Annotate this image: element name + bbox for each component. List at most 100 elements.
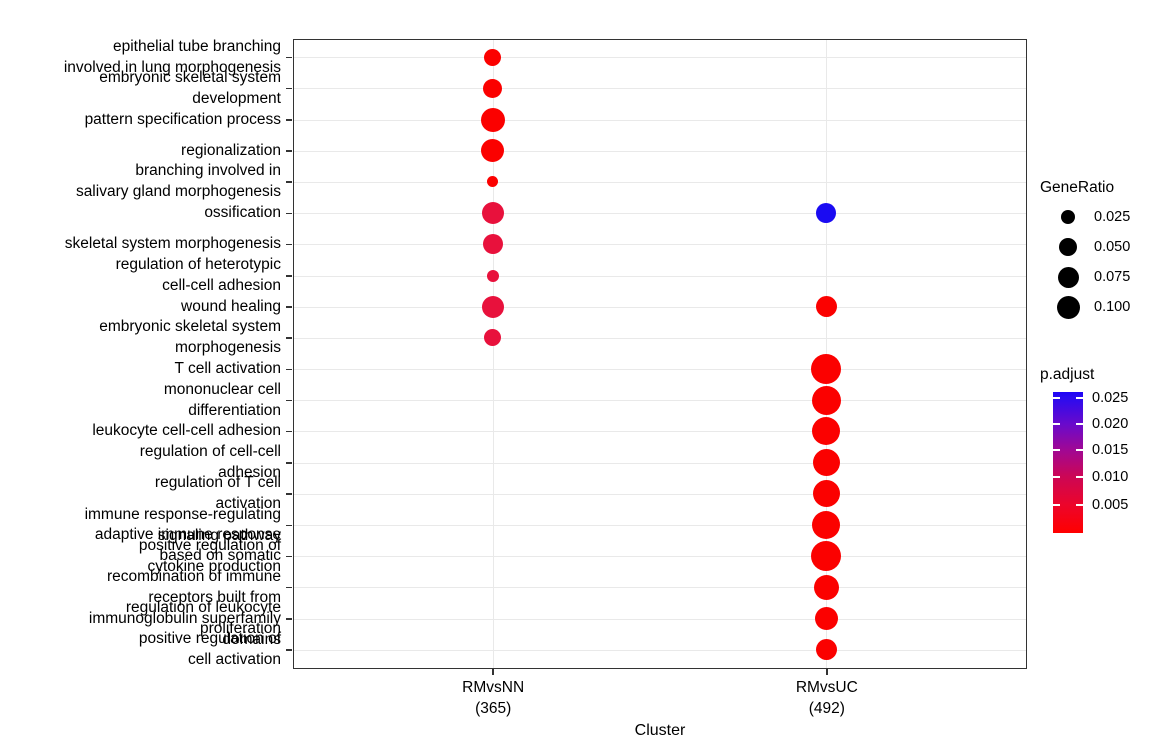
enrichment-dot xyxy=(816,203,837,224)
y-axis-label: skeletal system morphogenesis xyxy=(64,235,281,253)
y-axis-tick xyxy=(286,243,292,246)
p-adjust-colorbar-label: 0.025 xyxy=(1092,390,1129,407)
gene-ratio-legend-label: 0.100 xyxy=(1094,299,1131,315)
panel-gridline-horizontal xyxy=(294,618,1026,620)
panel-gridline-horizontal xyxy=(294,57,1026,59)
y-axis-tick xyxy=(286,618,292,620)
y-axis-label: regulation of cell-cell adhesion xyxy=(139,443,281,482)
p-adjust-legend-title: p.adjust xyxy=(1040,366,1095,383)
p-adjust-colorbar-tick xyxy=(1076,397,1083,400)
y-axis-tick xyxy=(286,586,292,589)
p-adjust-colorbar-label: 0.005 xyxy=(1092,496,1129,513)
p-adjust-colorbar-tick xyxy=(1053,476,1060,479)
enrichment-dot xyxy=(812,480,840,508)
enrichment-dot xyxy=(482,234,503,255)
y-axis-tick xyxy=(286,337,292,339)
y-axis-tick xyxy=(286,306,292,308)
panel-gridline-vertical xyxy=(492,40,494,668)
p-adjust-colorbar xyxy=(1053,392,1083,533)
panel-gridline-horizontal xyxy=(294,337,1026,339)
y-axis-label: epithelial tube branching involved in lu… xyxy=(63,37,281,76)
y-axis-tick xyxy=(286,368,292,371)
p-adjust-colorbar-tick xyxy=(1076,423,1083,425)
panel-gridline-horizontal xyxy=(294,119,1026,121)
enrichment-dot xyxy=(812,511,841,540)
y-axis-label: T cell activation xyxy=(174,360,281,378)
y-axis-tick xyxy=(286,56,292,59)
enrichment-dot xyxy=(481,202,504,225)
enrichment-dot xyxy=(486,269,499,282)
gene-ratio-legend-label: 0.025 xyxy=(1094,209,1131,225)
panel-gridline-horizontal xyxy=(294,244,1026,246)
gene-ratio-legend-label: 0.050 xyxy=(1094,239,1131,255)
y-axis-tick xyxy=(286,150,292,152)
panel-gridline-horizontal xyxy=(294,400,1026,402)
gene-ratio-legend-dot xyxy=(1059,238,1077,256)
y-axis-label: adaptive immune response based on somati… xyxy=(88,525,281,648)
y-axis-tick xyxy=(286,275,292,277)
x-axis-tick xyxy=(826,669,828,675)
y-axis-label: branching involved in salivary gland mor… xyxy=(75,162,281,201)
gene-ratio-legend-dot xyxy=(1057,266,1079,288)
p-adjust-colorbar-label: 0.010 xyxy=(1092,469,1129,486)
enrichment-dot xyxy=(811,541,842,572)
p-adjust-colorbar-tick xyxy=(1053,397,1060,400)
enrichment-dot xyxy=(487,176,499,188)
panel-gridline-horizontal xyxy=(294,587,1026,589)
gene-ratio-legend-title: GeneRatio xyxy=(1040,179,1115,196)
enrichment-dot xyxy=(481,139,505,163)
x-axis-label: RMvsUC (492) xyxy=(795,679,858,717)
y-axis-label: regulation of leukocyte proliferation xyxy=(125,599,281,638)
y-axis-label: embryonic skeletal system morphogenesis xyxy=(99,318,281,357)
y-axis-tick xyxy=(286,399,292,402)
y-axis-tick xyxy=(286,493,292,495)
y-axis-label: embryonic skeletal system development xyxy=(99,68,281,107)
y-axis-label: regulation of T cell activation xyxy=(154,474,281,513)
panel-gridline-horizontal xyxy=(294,213,1026,215)
y-axis-label: mononuclear cell differentiation xyxy=(163,380,281,419)
y-axis-tick xyxy=(286,430,292,433)
enrichment-dot xyxy=(811,385,841,415)
y-axis-label: pattern specification process xyxy=(84,110,281,128)
x-axis-title: Cluster xyxy=(634,722,686,739)
p-adjust-colorbar-label: 0.015 xyxy=(1092,441,1129,458)
plot-panel xyxy=(293,39,1027,669)
y-axis-tick xyxy=(286,212,292,215)
y-axis-tick xyxy=(286,87,292,90)
enrichment-dot xyxy=(812,449,840,477)
panel-gridline-horizontal xyxy=(294,150,1026,152)
panel-gridline-horizontal xyxy=(294,462,1026,464)
x-axis-label: RMvsNN (365) xyxy=(462,679,525,717)
y-axis-label: regulation of heterotypic cell-cell adhe… xyxy=(115,256,281,295)
p-adjust-colorbar-label: 0.020 xyxy=(1092,416,1129,432)
y-axis-tick xyxy=(286,555,292,558)
enrichment-dot xyxy=(481,295,504,318)
y-axis-tick xyxy=(286,524,292,527)
enrichment-dot xyxy=(483,78,503,98)
p-adjust-colorbar-tick xyxy=(1053,448,1060,451)
panel-gridline-horizontal xyxy=(294,525,1026,527)
panel-gridline-vertical xyxy=(826,40,828,668)
panel-gridline-horizontal xyxy=(294,275,1026,277)
p-adjust-colorbar-tick xyxy=(1076,448,1083,451)
y-axis-tick xyxy=(286,649,292,651)
p-adjust-colorbar-tick xyxy=(1053,503,1060,506)
y-axis-tick xyxy=(286,462,292,464)
enrichment-dot xyxy=(812,417,841,446)
enrichment-dot xyxy=(814,607,838,631)
panel-gridline-horizontal xyxy=(294,88,1026,90)
panel-gridline-horizontal xyxy=(294,556,1026,558)
y-axis-tick xyxy=(286,119,292,121)
gene-ratio-legend-dot xyxy=(1056,295,1080,319)
y-axis-label: wound healing xyxy=(181,297,281,315)
panel-gridline-horizontal xyxy=(294,493,1026,495)
p-adjust-colorbar-tick xyxy=(1053,423,1060,425)
p-adjust-colorbar-tick xyxy=(1076,503,1083,506)
panel-gridline-horizontal xyxy=(294,369,1026,371)
y-axis-label: immune response-regulating signaling pat… xyxy=(84,505,281,544)
gene-ratio-legend-label: 0.075 xyxy=(1094,269,1131,285)
enrichment-dot xyxy=(815,639,837,661)
enrichment-dot xyxy=(484,48,502,66)
y-axis-label: leukocyte cell-cell adhesion xyxy=(92,422,281,440)
